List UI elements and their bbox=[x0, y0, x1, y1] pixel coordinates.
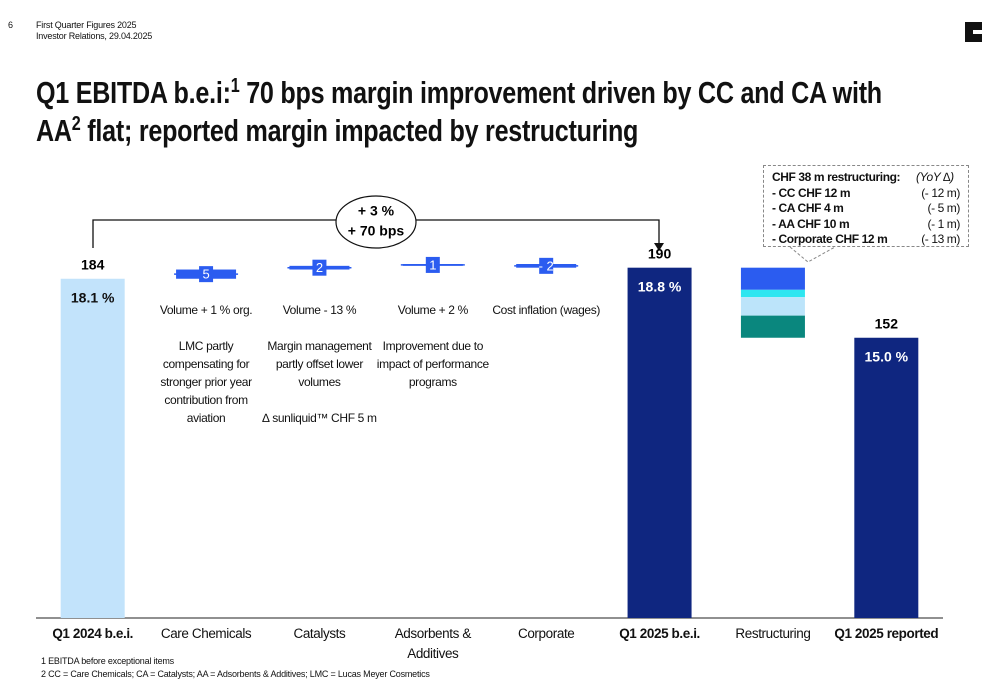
callout-item: - CC CHF 12 m bbox=[772, 185, 851, 200]
callout-row: CHF 38 m restructuring: (YoY ∆) bbox=[772, 170, 960, 186]
x-tick-label: Q1 2024 b.e.i. bbox=[52, 626, 134, 641]
value-label: 190 bbox=[648, 245, 672, 261]
annotation: Cost inflation (wages) bbox=[488, 301, 604, 337]
title-text: 70 bps margin improvement driven by CC a… bbox=[36, 75, 882, 148]
callout-row: - CA CHF 4 m (- 5 m) bbox=[772, 201, 960, 217]
annotation-text: Margin management partly offset lower vo… bbox=[267, 339, 372, 389]
callout-yoy: (- 12 m) bbox=[921, 185, 960, 200]
annotation: Volume - 13 % Margin management partly of… bbox=[261, 301, 377, 445]
delta-badge bbox=[539, 257, 554, 274]
annotation: Volume + 1 % org. LMC partly compensating… bbox=[148, 301, 264, 445]
margin-label: 15.0 % bbox=[865, 348, 909, 364]
total-bar bbox=[854, 337, 919, 618]
bridge-bubble bbox=[335, 195, 417, 249]
footnote: 2 CC = Care Chemicals; CA = Catalysts; A… bbox=[41, 669, 430, 679]
x-tick-label: Adsorbents & Additives bbox=[394, 626, 472, 661]
x-tick-label: Corporate bbox=[517, 626, 575, 641]
annotation-text: Improvement due to impact of performance… bbox=[376, 339, 489, 389]
annotation-text: Cost inflation (wages) bbox=[492, 303, 601, 317]
bridge-text: + 70 bps bbox=[348, 223, 405, 239]
title-text: Q1 EBITDA b.e.i: bbox=[36, 75, 231, 110]
annotation-text: LMC partly compensating for stronger pri… bbox=[160, 339, 252, 425]
delta-badge bbox=[199, 266, 214, 283]
callout-item: - Corporate CHF 12 m bbox=[772, 232, 888, 246]
x-tick-label: Catalysts bbox=[293, 626, 346, 641]
header-line: First Quarter Figures 2025 bbox=[36, 20, 137, 30]
footnote: 1 EBITDA before exceptional items bbox=[41, 656, 174, 666]
callout-row: - Corporate CHF 12 m (- 13 m) bbox=[772, 232, 960, 248]
title-sup: 1 bbox=[230, 75, 240, 97]
total-bar bbox=[60, 278, 125, 618]
total-bar bbox=[627, 267, 692, 618]
restructuring-segment bbox=[740, 289, 805, 298]
annotation-text: Volume + 1 % org. bbox=[159, 303, 253, 317]
delta-badge bbox=[425, 256, 440, 273]
page-number: 6 bbox=[8, 20, 13, 30]
bridge-text: + 3 % bbox=[358, 203, 395, 219]
restructuring-segment bbox=[740, 267, 805, 290]
annotation-text: Volume - 13 % bbox=[282, 303, 357, 317]
restructuring-stack bbox=[740, 267, 805, 338]
x-tick-label: Q1 2025 b.e.i. bbox=[619, 626, 700, 641]
margin-label: 18.8 % bbox=[638, 278, 682, 294]
slide-title: Q1 EBITDA b.e.i:1 70 bps margin improvem… bbox=[36, 74, 903, 150]
title-text: flat; reported margin impacted by restru… bbox=[80, 113, 639, 148]
restructuring-segment bbox=[740, 315, 805, 338]
callout-row: - CC CHF 12 m (- 12 m) bbox=[772, 186, 960, 202]
x-tick-label: Restructuring bbox=[735, 626, 811, 641]
callout-title: CHF 38 m restructuring: bbox=[772, 170, 901, 184]
callout-item: - AA CHF 10 m bbox=[772, 216, 850, 231]
callout-yoy: (- 1 m) bbox=[927, 216, 960, 231]
header-line: Investor Relations, 29.04.2025 bbox=[36, 31, 153, 41]
restructuring-callout: CHF 38 m restructuring: (YoY ∆) - CC CHF … bbox=[763, 165, 969, 247]
value-label: - 2 bbox=[539, 258, 554, 273]
delta-badge bbox=[312, 259, 327, 276]
x-tick-label: Care Chemicals bbox=[160, 626, 252, 641]
value-label: 2 bbox=[316, 260, 323, 275]
callout-pointer bbox=[789, 246, 836, 263]
x-tick-label: Q1 2025 reported bbox=[834, 626, 939, 641]
value-label: 152 bbox=[875, 315, 899, 331]
value-label: 5 bbox=[202, 267, 209, 282]
logo bbox=[965, 22, 982, 42]
value-label: 184 bbox=[81, 256, 105, 272]
restructuring-segment bbox=[740, 297, 805, 316]
annotation: Volume + 2 % Improvement due to impact of… bbox=[375, 301, 491, 409]
value-label: 1 bbox=[429, 257, 436, 272]
margin-label: 18.1 % bbox=[71, 289, 115, 305]
callout-item: - CA CHF 4 m bbox=[772, 201, 844, 215]
annotation-text: ∆ sunliquid™ CHF 5 m bbox=[262, 411, 377, 425]
annotation-text: Volume + 2 % bbox=[397, 303, 469, 317]
callout-yoy: (- 13 m) bbox=[921, 232, 960, 246]
title-sup: 2 bbox=[71, 113, 81, 135]
callout-row: - AA CHF 10 m (- 1 m) bbox=[772, 217, 960, 233]
callout-yoy-header: (YoY ∆) bbox=[916, 170, 954, 184]
bridge-arrow bbox=[654, 243, 664, 251]
callout-yoy: (- 5 m) bbox=[927, 201, 960, 215]
